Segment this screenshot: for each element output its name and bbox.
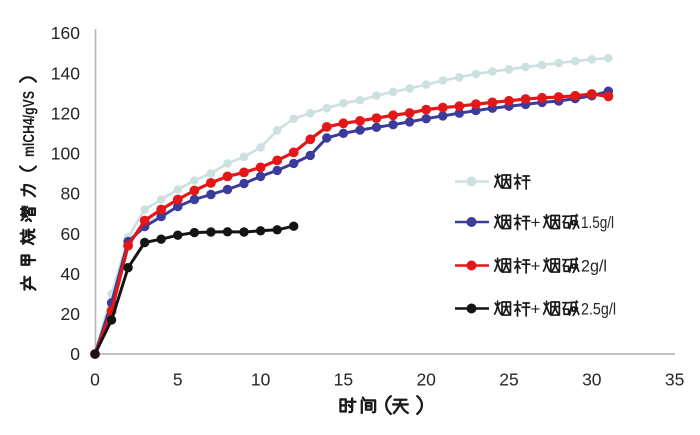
svg-text:1.5g/l: 1.5g/l bbox=[581, 213, 614, 232]
svg-text:+: + bbox=[531, 300, 541, 319]
svg-text:0: 0 bbox=[70, 344, 80, 364]
svg-text:+: + bbox=[531, 257, 541, 276]
svg-text:25: 25 bbox=[499, 370, 518, 390]
svg-text:mlCH4/gVS: mlCH4/gVS bbox=[21, 91, 38, 157]
svg-text:100: 100 bbox=[51, 144, 80, 164]
svg-text:2g/l: 2g/l bbox=[581, 257, 607, 276]
svg-text:20: 20 bbox=[416, 370, 436, 390]
svg-text:40: 40 bbox=[61, 264, 81, 284]
svg-text:80: 80 bbox=[61, 184, 81, 204]
svg-text:+: + bbox=[531, 213, 541, 232]
svg-text:20: 20 bbox=[61, 304, 81, 324]
svg-text:140: 140 bbox=[51, 63, 80, 83]
svg-text:0: 0 bbox=[90, 370, 100, 390]
svg-text:15: 15 bbox=[334, 370, 353, 390]
svg-text:10: 10 bbox=[251, 370, 271, 390]
svg-text:2.5g/l: 2.5g/l bbox=[581, 300, 616, 319]
svg-text:35: 35 bbox=[665, 370, 684, 390]
svg-text:60: 60 bbox=[61, 224, 81, 244]
svg-text:5: 5 bbox=[173, 370, 183, 390]
svg-text:30: 30 bbox=[582, 370, 602, 390]
svg-text:120: 120 bbox=[51, 103, 80, 123]
svg-text:160: 160 bbox=[51, 23, 80, 43]
